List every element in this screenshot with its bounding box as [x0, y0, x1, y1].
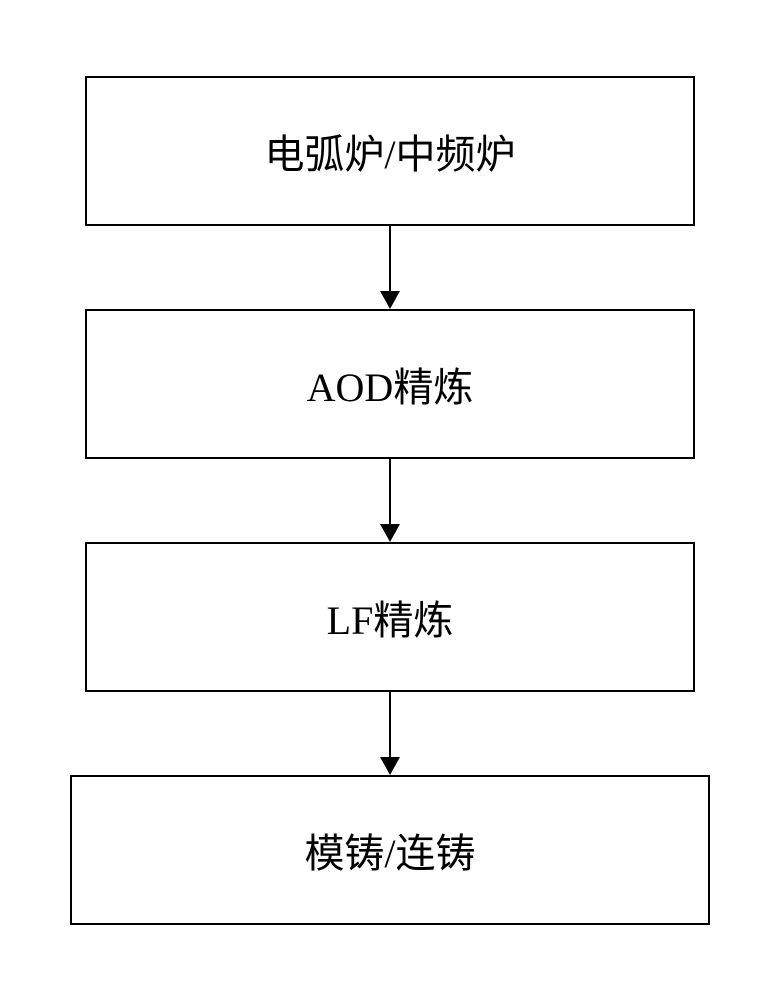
- arrow-3-head: [380, 757, 400, 775]
- arrow-2: [380, 459, 400, 542]
- process-step-2: AOD精炼: [85, 309, 695, 459]
- arrow-1-line: [389, 226, 391, 291]
- process-step-4-label: 模铸/连铸: [304, 821, 475, 879]
- process-step-4: 模铸/连铸: [70, 775, 710, 925]
- process-step-1-label: 电弧炉/中频炉: [264, 122, 515, 180]
- arrow-1: [380, 226, 400, 309]
- arrow-2-head: [380, 524, 400, 542]
- process-step-2-label: AOD精炼: [307, 355, 474, 413]
- arrow-3: [380, 692, 400, 775]
- arrow-1-head: [380, 291, 400, 309]
- process-step-3-label: LF精炼: [327, 588, 454, 646]
- flowchart-container: 电弧炉/中频炉 AOD精炼 LF精炼 模铸/连铸: [0, 76, 780, 925]
- arrow-2-line: [389, 459, 391, 524]
- process-step-3: LF精炼: [85, 542, 695, 692]
- process-step-1: 电弧炉/中频炉: [85, 76, 695, 226]
- arrow-3-line: [389, 692, 391, 757]
